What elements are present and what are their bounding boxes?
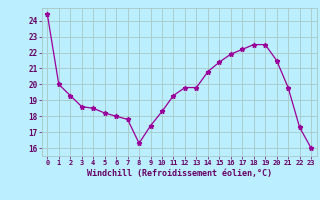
X-axis label: Windchill (Refroidissement éolien,°C): Windchill (Refroidissement éolien,°C) bbox=[87, 169, 272, 178]
